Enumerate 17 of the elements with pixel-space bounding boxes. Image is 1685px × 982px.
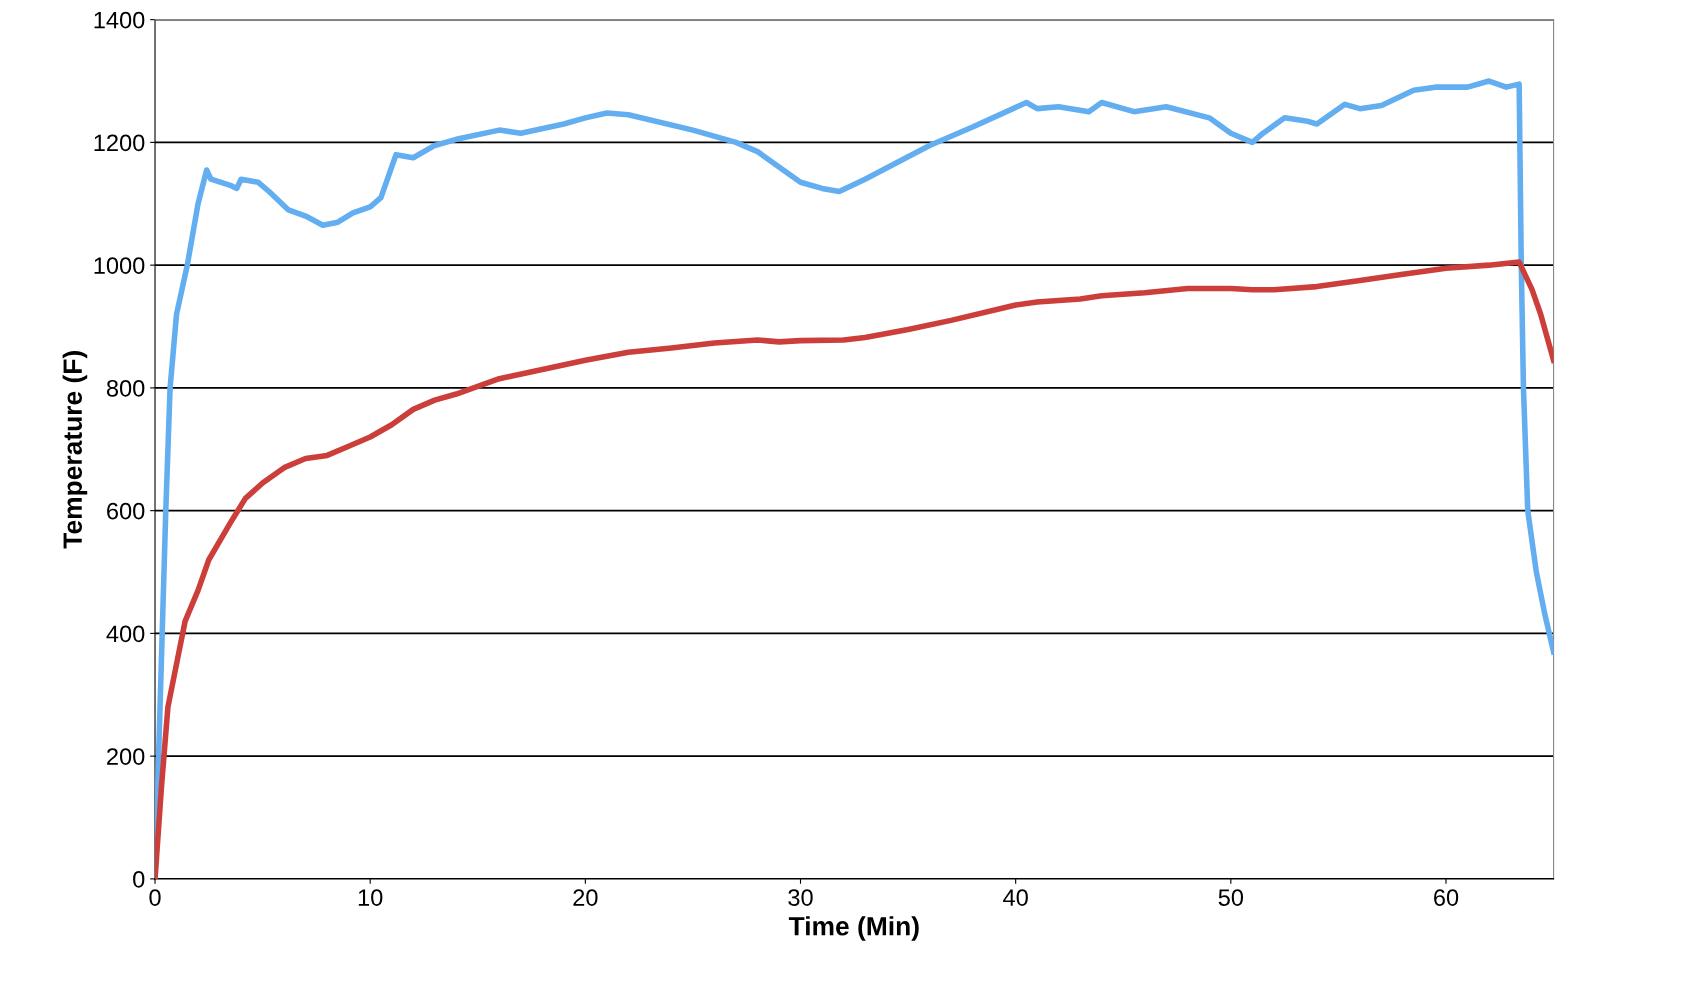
y-tick-label: 1000 bbox=[94, 257, 145, 274]
y-axis-title: Temperature (F) bbox=[62, 351, 88, 549]
x-tick-label: 0 bbox=[149, 889, 161, 906]
y-tick-label: 0 bbox=[133, 870, 145, 888]
y-tick-label: 1400 bbox=[94, 11, 145, 29]
y-tick-label: 800 bbox=[106, 379, 145, 397]
x-tick-label: 20 bbox=[573, 889, 598, 906]
x-tick-label: 50 bbox=[1218, 889, 1244, 906]
y-tick-label: 200 bbox=[107, 748, 145, 765]
y-tick-label: 400 bbox=[106, 625, 145, 643]
x-tick-label: 10 bbox=[358, 889, 383, 906]
x-tick-label: 30 bbox=[788, 889, 813, 906]
x-axis-title: Time (Min) bbox=[788, 916, 919, 941]
y-tick-label: 600 bbox=[107, 502, 145, 520]
x-tick-label: 40 bbox=[1003, 889, 1028, 906]
y-tick-label: 1200 bbox=[94, 134, 145, 152]
x-tick-label: 60 bbox=[1434, 889, 1459, 906]
